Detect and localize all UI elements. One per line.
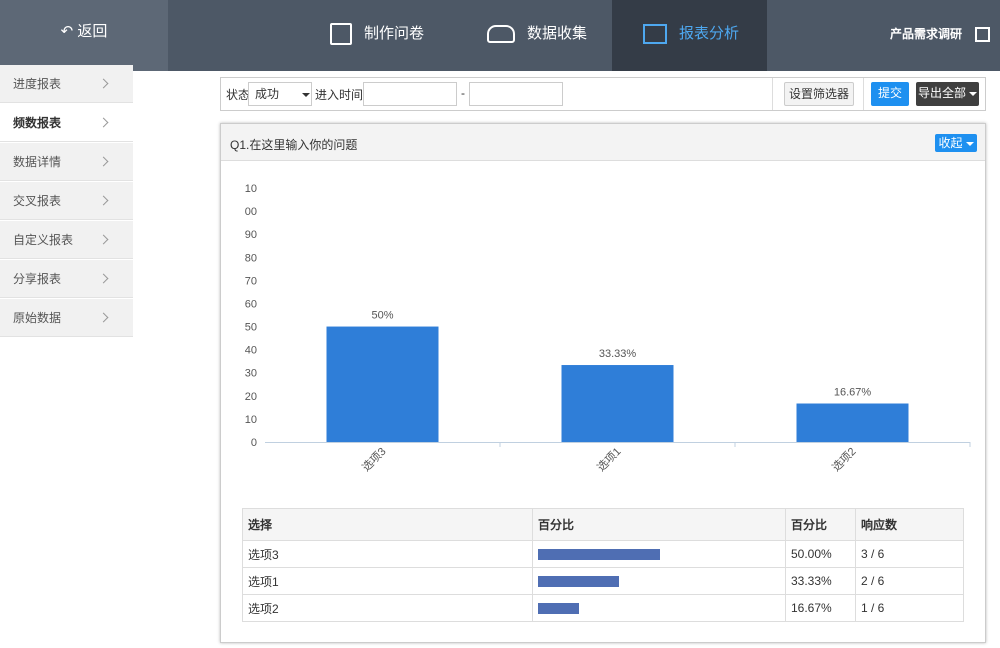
cell: 16.67% [785,594,856,622]
cell: 1 / 6 [855,594,964,622]
collapse-button[interactable]: 收起 [935,134,977,152]
export-label: 导出全部 [917,86,966,100]
bar [796,403,909,442]
status-select[interactable]: 成功 [248,82,312,106]
nav-label: 数据收集 [527,25,588,42]
bar-cell [532,540,786,568]
percent-bar [538,575,620,587]
filter-button[interactable]: 设置筛选器 [784,82,854,106]
active-tab [612,0,767,71]
divider [863,78,864,110]
percent-bar [538,548,660,560]
sidebar-item[interactable]: 交叉报表 [0,182,133,220]
value-label: 33.33% [599,348,637,360]
export-button[interactable]: 导出全部 [916,82,979,106]
nav-report[interactable]: 报表分析 [643,0,739,71]
nav-label: 制作问卷 [364,25,425,42]
y-tick-label: 80 [245,252,257,264]
y-tick-label: 70 [245,275,257,287]
filter-bar: 状态 成功 进入时间 - 设置筛选器 提交 导出全部 [220,77,986,111]
x-tick-label: 选项1 [595,445,624,474]
y-tick-label: 10 [245,414,257,426]
x-tick-label: 选项2 [830,445,859,474]
bar [326,326,439,442]
y-tick-label: 40 [245,345,257,357]
cell: 2 / 6 [855,567,964,595]
table-row: 选项3 50.00% 3 / 6 [242,540,964,568]
cell: 选项3 [242,540,533,568]
table-row: 选项1 33.33% 2 / 6 [242,567,964,595]
chart: 0 10 20 30 40 50 60 70 80 90 00 10 50% 选项3 33.33% 选项1 16… [245,183,971,474]
back-button[interactable]: ↶ 返回 [0,0,168,71]
y-tick-label: 10 [245,183,257,195]
bar [561,365,674,442]
sidebar-item[interactable]: 进度报表 [0,65,133,103]
y-tick-label: 50 [245,322,257,334]
y-tick-label: 20 [245,391,257,403]
cell: 选项1 [242,567,533,595]
header-cell: 百分比 [532,508,786,541]
nav-label: 报表分析 [679,25,740,42]
percent-bar [538,602,579,614]
sidebar-item[interactable]: 分享报表 [0,260,133,298]
submit-button[interactable]: 提交 [871,82,909,106]
bar-cell [532,594,786,622]
divider [772,78,773,110]
sidebar-item[interactable]: 频数报表 [0,104,133,142]
end-input[interactable] [469,82,563,106]
nav-collect[interactable]: 数据收集 [487,0,587,71]
status-value: 成功 [255,87,280,101]
sidebar-item[interactable]: 自定义报表 [0,221,133,259]
bar-cell [532,567,786,595]
cell: 50.00% [785,540,856,568]
y-tick-label: 00 [245,206,257,218]
question-title: Q1.在这里输入你的问题 [230,138,358,152]
y-tick-label: 0 [251,437,257,449]
header-cell: 百分比 [785,508,856,541]
project-label: 产品需求调研 [890,27,963,41]
cell: 3 / 6 [855,540,964,568]
sidebar-item[interactable]: 数据详情 [0,143,133,181]
header-cell: 响应数 [855,508,964,541]
dash: - [461,86,465,100]
cell: 33.33% [785,567,856,595]
table-row: 选项2 16.67% 1 / 6 [242,594,964,622]
cell: 选项2 [242,594,533,622]
status-label: 状态 [226,88,251,102]
y-tick-label: 30 [245,368,257,380]
nav-make[interactable]: 制作问卷 [330,0,424,71]
x-tick-label: 选项3 [360,445,389,474]
sidebar-item[interactable]: 原始数据 [0,299,133,337]
value-label: 16.67% [834,387,872,399]
card-header [221,124,985,161]
project-name[interactable]: 产品需求调研 [890,0,991,71]
collapse-label: 收起 [938,136,963,150]
header-row: 选择 百分比 百分比 响应数 [242,508,964,541]
back-label: 返回 [77,23,108,40]
start-input[interactable] [363,82,457,106]
time-label: 进入时间 [315,88,364,102]
y-tick-label: 90 [245,229,257,241]
y-tick-label: 60 [245,298,257,310]
value-label: 50% [371,310,393,322]
header-cell: 选择 [242,508,533,541]
